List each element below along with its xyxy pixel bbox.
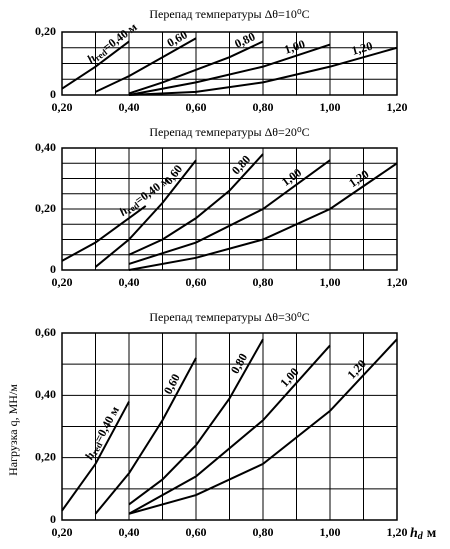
x-tick-label: 0,60 — [186, 100, 207, 114]
x-tick-label: 0,40 — [119, 275, 140, 289]
plot-frame — [61, 147, 398, 271]
curve — [61, 40, 130, 90]
curve — [128, 46, 398, 96]
x-tick-label: 0,80 — [253, 525, 274, 539]
curve-label-name: 1,20 — [344, 357, 369, 382]
x-tick-label: 1,00 — [320, 275, 341, 289]
x-tick-label: 0,60 — [186, 275, 207, 289]
curve-label: 1,00 — [277, 365, 301, 390]
curve — [128, 40, 264, 95]
plot-frame — [61, 31, 398, 96]
x-tick-label: 1,20 — [387, 275, 408, 289]
x-axis-label: hd м — [410, 526, 437, 542]
x-label-unit: м — [427, 526, 437, 541]
x-tick-label: 0,80 — [253, 100, 274, 114]
curve — [128, 159, 331, 265]
y-tick-label: 0 — [50, 512, 56, 526]
chart-title: Перепад температуры Δθ=30⁰C — [149, 310, 309, 324]
x-tick-label: 0,20 — [52, 100, 73, 114]
curve-label-name: 0,80 — [229, 152, 254, 177]
x-tick-label: 0,20 — [52, 275, 73, 289]
x-tick-label: 0,80 — [253, 275, 274, 289]
curve — [94, 357, 197, 515]
chart-title: Перепад температуры Δθ=20⁰C — [149, 125, 309, 139]
curve — [128, 43, 331, 96]
chart-title: Перепад температуры Δθ=10⁰C — [149, 7, 309, 21]
curve-label: 1,00 — [279, 165, 304, 189]
curve — [128, 344, 331, 515]
curve-label: 0,60 — [164, 27, 189, 50]
x-tick-label: 1,00 — [320, 525, 341, 539]
curve — [94, 159, 197, 268]
curve-label: 1,20 — [350, 38, 374, 57]
curve-label-name: 0,60 — [160, 371, 182, 396]
curve-label-name: 0,80 — [227, 351, 250, 376]
plot-frame — [61, 332, 398, 521]
curve — [128, 338, 264, 506]
curve-label: 0,60 — [160, 371, 182, 396]
y-tick-label: 0,20 — [35, 24, 56, 38]
curve-label: 0,80 — [229, 152, 254, 177]
curve-label-name: 1,20 — [346, 167, 371, 190]
curve — [95, 37, 197, 93]
y-tick-label: 0,60 — [35, 325, 56, 339]
curve-label: 1,20 — [346, 167, 371, 190]
x-label-symbol: h — [410, 526, 418, 541]
y-tick-label: 0 — [50, 262, 56, 276]
y-tick-label: 0,40 — [35, 387, 56, 401]
curve-label-name: 1,00 — [277, 365, 301, 390]
x-tick-label: 0,60 — [186, 525, 207, 539]
curve-label: 1,20 — [344, 357, 369, 382]
curve — [128, 338, 398, 515]
x-tick-label: 0,40 — [119, 525, 140, 539]
curve — [61, 205, 147, 262]
x-tick-label: 1,00 — [320, 100, 341, 114]
x-label-subscript: d — [418, 531, 424, 542]
curve-label-name: 1,00 — [282, 37, 306, 57]
y-tick-label: 0,40 — [35, 140, 56, 154]
x-tick-label: 1,20 — [387, 100, 408, 114]
curve-label: hred=0,40 м — [82, 404, 123, 463]
curve — [128, 153, 264, 256]
curve-label-name: 1,00 — [279, 165, 304, 189]
curve — [128, 162, 398, 271]
x-tick-label: 0,20 — [52, 525, 73, 539]
curve-label: hred=0,40 м — [84, 20, 140, 67]
curve-label: 1,00 — [282, 37, 306, 57]
x-tick-label: 1,20 — [387, 525, 408, 539]
y-tick-label: 0,20 — [35, 201, 56, 215]
y-tick-label: 0,20 — [35, 449, 56, 463]
x-tick-label: 0,40 — [119, 100, 140, 114]
curve-label-name: 0,60 — [164, 27, 189, 50]
y-axis-label: Нагрузка q, МН/м — [6, 384, 20, 476]
curve-label: 0,80 — [227, 351, 250, 376]
curve — [61, 401, 130, 512]
curve-label-name: 1,20 — [350, 38, 374, 57]
y-tick-label: 0 — [50, 87, 56, 101]
